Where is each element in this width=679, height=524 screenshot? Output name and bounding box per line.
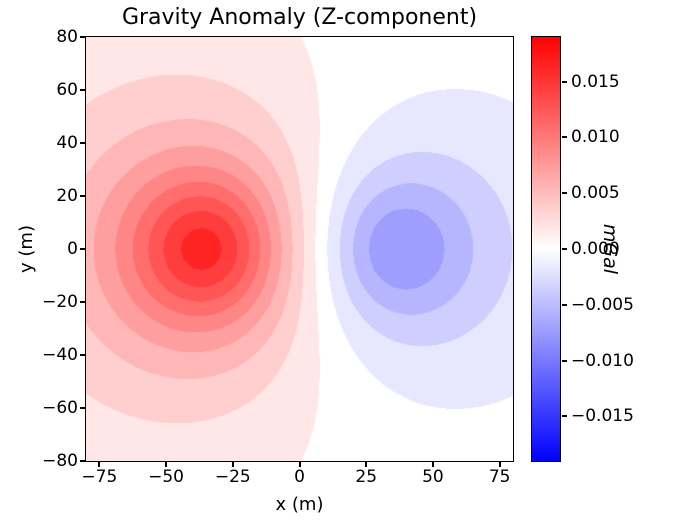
colorbar-tick-mark — [562, 136, 567, 139]
colorbar-tick-mark — [562, 248, 567, 250]
colorbar-tick-label: 0.010 — [571, 127, 620, 148]
colorbar-tick-label: −0.010 — [571, 350, 634, 371]
y-tick-mark — [80, 354, 85, 356]
colorbar-tick-label: 0.005 — [571, 183, 620, 204]
x-tick-label: −25 — [214, 467, 251, 487]
y-tick-mark — [80, 248, 85, 250]
y-axis-label: y (m) — [16, 225, 37, 273]
colorbar-tick-label: −0.005 — [571, 294, 634, 315]
x-tick-mark — [231, 462, 234, 467]
x-tick-mark — [298, 462, 301, 467]
y-tick-label: −80 — [42, 451, 78, 471]
y-tick-label: −40 — [42, 345, 78, 365]
colorbar-label: mGal — [599, 223, 621, 275]
colorbar-tick-label: 0.015 — [571, 71, 620, 92]
x-tick-mark — [165, 462, 168, 467]
colorbar-tick-mark — [562, 303, 567, 306]
x-tick-mark — [98, 462, 101, 467]
y-tick-mark — [80, 407, 85, 409]
y-tick-mark — [80, 195, 85, 197]
colorbar-tick-label: 0.000 — [571, 239, 620, 259]
x-tick-mark — [498, 462, 501, 467]
y-tick-label: 80 — [56, 27, 78, 47]
colorbar-tick-mark — [562, 415, 567, 418]
x-tick-mark — [431, 462, 434, 467]
y-tick-label: −20 — [42, 292, 78, 312]
x-tick-label: −50 — [148, 467, 184, 487]
y-tick-mark — [80, 142, 85, 144]
x-axis-label: x (m) — [275, 494, 324, 515]
x-tick-mark — [365, 462, 368, 467]
contour-plot-canvas — [86, 37, 513, 461]
y-tick-mark — [80, 460, 85, 462]
colorbar-tick-label: −0.015 — [571, 406, 634, 427]
colorbar-tick-mark — [562, 80, 567, 83]
y-tick-mark — [80, 89, 85, 91]
x-tick-label: 25 — [355, 467, 378, 487]
y-tick-label: 20 — [56, 186, 78, 206]
y-tick-label: 40 — [56, 133, 78, 153]
x-tick-label: 50 — [422, 467, 444, 487]
colorbar — [532, 37, 560, 461]
colorbar-tick-mark — [562, 359, 567, 362]
y-tick-label: −60 — [42, 398, 78, 418]
y-tick-label: 60 — [56, 80, 78, 100]
x-tick-label: −75 — [81, 467, 118, 487]
plot-title: Gravity Anomaly (Z-component) — [121, 5, 478, 30]
x-tick-label: 0 — [294, 467, 305, 487]
x-tick-label: 75 — [488, 467, 511, 487]
y-tick-label: 0 — [67, 239, 78, 259]
y-tick-mark — [80, 36, 85, 38]
colorbar-tick-mark — [562, 192, 567, 195]
y-tick-mark — [80, 301, 85, 303]
